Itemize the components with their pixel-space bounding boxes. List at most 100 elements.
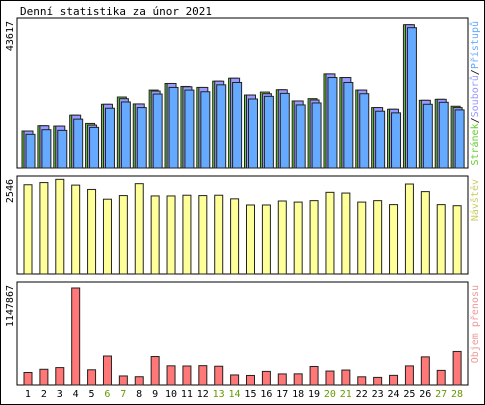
bar-bytes [341, 369, 351, 386]
bar-hits [120, 101, 131, 169]
bar-bytes [198, 365, 208, 386]
bar-hits [41, 129, 52, 169]
bar-hits [152, 93, 163, 169]
bar-bytes [55, 367, 65, 386]
day-label: 16 [260, 389, 272, 400]
day-label: 4 [73, 389, 79, 400]
bar-bytes [309, 365, 319, 386]
legend-entry: Přístupů [469, 21, 481, 69]
day-label: 2 [41, 389, 47, 400]
bar-visits [214, 194, 224, 275]
bar-hits [89, 126, 100, 169]
bar-visits [150, 195, 160, 275]
bar-bytes [134, 376, 144, 386]
panel-visits: 2546 Návštěv [5, 175, 481, 275]
day-label: 26 [419, 389, 431, 400]
bar-visits [357, 201, 367, 275]
panel-bytes: 1147867 Objem přenosu [5, 281, 481, 386]
bar-visits [230, 198, 240, 275]
bar-hits [248, 98, 258, 169]
bar-bytes [71, 287, 81, 386]
bar-visits [389, 204, 399, 275]
bar-hits [454, 109, 465, 169]
bar-bytes [404, 365, 414, 386]
legend-entry: Souborů [469, 75, 481, 117]
bar-hits [391, 112, 402, 169]
bar-bytes [373, 376, 383, 386]
bar-hits [438, 101, 449, 169]
legend-entry: / [470, 69, 481, 75]
legend-entry: Stránek [469, 123, 481, 165]
bar-visits [420, 191, 430, 275]
bar-hits [295, 104, 306, 169]
bar-visits [277, 200, 287, 275]
day-label: 1 [25, 389, 31, 400]
bar-visits [246, 204, 255, 275]
day-label: 10 [165, 389, 177, 400]
panel-max-label: 1147867 [5, 285, 16, 327]
day-label: 11 [181, 389, 193, 400]
panel-legend: Návštěv [469, 179, 481, 221]
bar-visits [436, 204, 446, 275]
panel-legend: Stránek/Souborů/Přístupů [469, 21, 481, 166]
bar-bytes [118, 375, 128, 386]
bar-bytes [261, 370, 271, 386]
bar-hits [406, 27, 417, 169]
bar-hits [168, 86, 179, 169]
bar-bytes [150, 356, 160, 386]
bar-visits [261, 204, 271, 275]
bar-hits [375, 110, 386, 169]
panel-frame [16, 175, 469, 275]
bar-visits [87, 188, 97, 275]
bar-bytes [389, 374, 399, 386]
bar-visits [373, 200, 383, 275]
bar-visits [325, 191, 335, 275]
bar-bytes [23, 371, 33, 386]
panel-frame [16, 17, 469, 169]
day-label: 20 [324, 389, 336, 400]
legend-entry: Objem přenosu [469, 285, 481, 363]
bar-bytes [87, 369, 97, 386]
bar-visits [404, 183, 414, 275]
bar-visits [55, 178, 65, 275]
day-label: 27 [435, 389, 447, 400]
bar-hits [200, 91, 211, 169]
x-axis-day-labels: 1 2 3 4 5 6 7 8 9 10 11 12 13 14 15 16 17 18 19 20 21 22 23 24 2… [25, 389, 463, 400]
bar-hits [104, 107, 115, 169]
bar-visits [198, 195, 208, 275]
chart-title: Denní statistika za únor 2021 [20, 5, 212, 18]
bar-bytes [277, 373, 287, 386]
bar-visits [134, 183, 144, 275]
bar-bytes [420, 356, 430, 386]
day-label: 6 [104, 389, 110, 400]
day-label: 18 [292, 389, 304, 400]
bar-hits [57, 129, 68, 169]
day-label: 22 [356, 389, 368, 400]
day-label: 14 [229, 389, 241, 400]
bar-visits [23, 184, 33, 275]
bar-bytes [102, 355, 112, 386]
bar-visits [182, 194, 192, 275]
panel-max-label: 43617 [5, 21, 16, 51]
bar-hits [422, 103, 433, 169]
bar-hits [311, 102, 322, 169]
bar-hits [25, 133, 36, 169]
legend-entry: / [470, 117, 481, 123]
day-label: 15 [244, 389, 256, 400]
bar-bytes [214, 365, 224, 386]
bar-visits [166, 195, 176, 275]
bar-bytes [182, 365, 192, 386]
bar-hits [136, 107, 147, 169]
bar-visits [118, 195, 128, 275]
legend-entry: Návštěv [469, 179, 481, 221]
day-label: 12 [197, 389, 209, 400]
bar-hits [184, 89, 195, 169]
day-label: 24 [387, 389, 399, 400]
bar-hits [359, 93, 370, 169]
day-label: 9 [152, 389, 158, 400]
bar-hits [73, 118, 84, 169]
day-label: 25 [403, 389, 415, 400]
panel-legend: Objem přenosu [469, 285, 481, 363]
